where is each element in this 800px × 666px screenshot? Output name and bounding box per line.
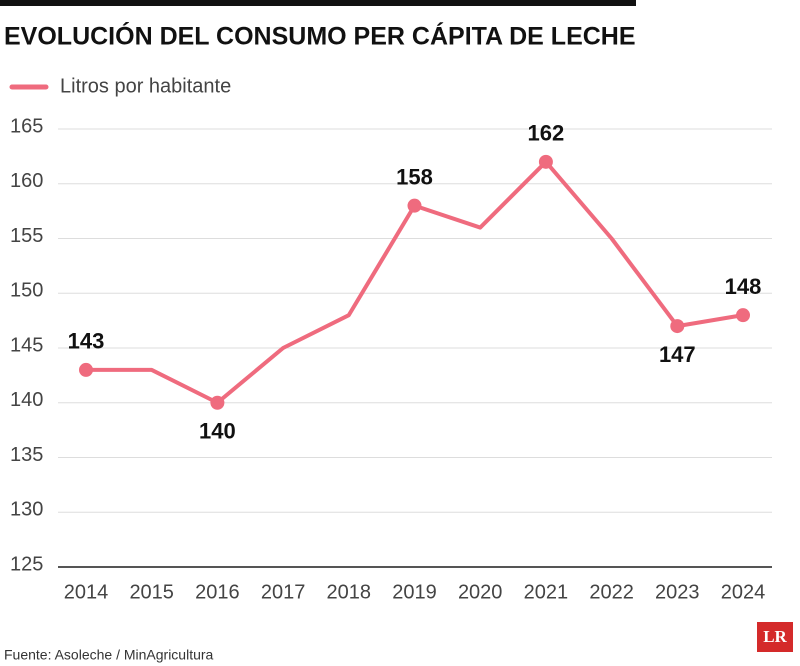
- x-tick-label: 2020: [458, 581, 503, 603]
- x-tick-label: 2024: [721, 581, 766, 603]
- point: [79, 362, 93, 377]
- data-label: 162: [528, 121, 565, 146]
- y-tick-label: 140: [10, 389, 43, 411]
- data-label: 140: [199, 419, 236, 444]
- source: Fuente: Asoleche / MinAgricultura: [4, 647, 214, 663]
- line: [86, 159, 744, 405]
- y-tick-label: 150: [10, 280, 43, 302]
- data-label: 148: [725, 274, 762, 299]
- x-tick-label: 2018: [327, 581, 372, 603]
- logo: LR: [763, 627, 787, 646]
- x-tick-label: 2022: [589, 581, 634, 603]
- x-tick-label: 2017: [261, 581, 306, 603]
- y-tick-label: 160: [10, 170, 43, 192]
- y-tick-label: 165: [10, 115, 43, 137]
- legend-label: Litros por habitante: [60, 75, 231, 97]
- data-label: 147: [659, 342, 696, 367]
- x-tick-label: 2015: [129, 581, 174, 603]
- point: [538, 154, 553, 169]
- x-tick-label: 2021: [524, 581, 569, 603]
- y-tick-label: 155: [10, 225, 43, 247]
- data-label: 143: [68, 329, 105, 354]
- top-bar: [0, 0, 636, 6]
- chart-title: EVOLUCIÓN DEL CONSUMO PER CÁPITA DE LECH…: [4, 21, 636, 51]
- x-tick-label: 2019: [392, 581, 437, 603]
- x-tick-label: 2014: [64, 581, 109, 603]
- y-tick-label: 125: [10, 553, 43, 575]
- y-tick-label: 135: [10, 444, 43, 466]
- point: [736, 308, 750, 323]
- point: [210, 395, 225, 410]
- point: [407, 198, 422, 213]
- data-label: 158: [396, 164, 433, 189]
- logo-box: [757, 622, 793, 652]
- x-tick-label: 2023: [655, 581, 700, 603]
- y-tick-label: 145: [10, 334, 43, 356]
- x-tick-label: 2016: [195, 581, 240, 603]
- point: [670, 319, 685, 334]
- y-tick-label: 130: [10, 499, 43, 521]
